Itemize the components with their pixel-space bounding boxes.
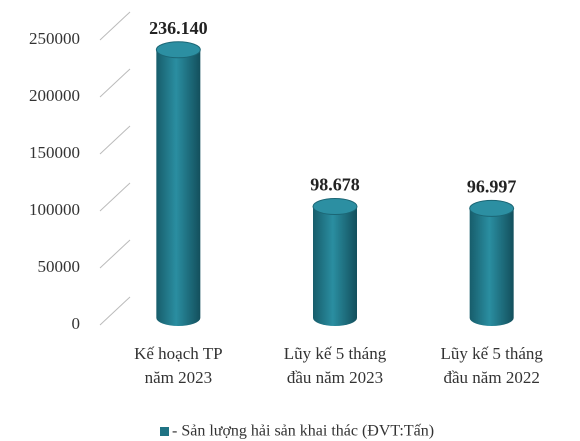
x-tick-label: đầu năm 2022: [444, 368, 540, 387]
y-tick-label: 250000: [29, 29, 80, 48]
x-tick-label: năm 2023: [145, 368, 213, 387]
grid-line: [99, 68, 131, 98]
grid-line: [99, 11, 131, 41]
y-tick-label: 200000: [29, 86, 80, 105]
value-label: 98.678: [310, 175, 360, 195]
grid-line: [99, 239, 131, 269]
grid-line: [99, 182, 131, 212]
value-label: 236.140: [149, 18, 208, 38]
grid-line: [99, 125, 131, 155]
bar: [469, 208, 514, 327]
bar-top: [312, 198, 358, 216]
legend-label: - Sản lượng hải sản khai thác (ĐVT:Tấn): [172, 423, 434, 440]
x-tick-label: đầu năm 2023: [287, 368, 383, 387]
y-tick-label: 150000: [29, 143, 80, 162]
grid-line: [99, 296, 131, 326]
x-tick-label: Kế hoạch TP: [134, 344, 222, 363]
x-tick-label: Lũy kế 5 tháng: [284, 344, 387, 363]
y-tick-label: 0: [72, 314, 81, 333]
y-tick-label: 50000: [38, 257, 81, 276]
bar-top: [155, 41, 201, 59]
x-tick-label: Lũy kế 5 tháng: [440, 344, 543, 363]
bar: [156, 49, 201, 326]
bar-top: [469, 199, 515, 217]
legend-swatch: [160, 427, 169, 436]
bar: [313, 206, 357, 326]
y-tick-label: 100000: [29, 200, 80, 219]
value-label: 96.997: [467, 177, 517, 197]
